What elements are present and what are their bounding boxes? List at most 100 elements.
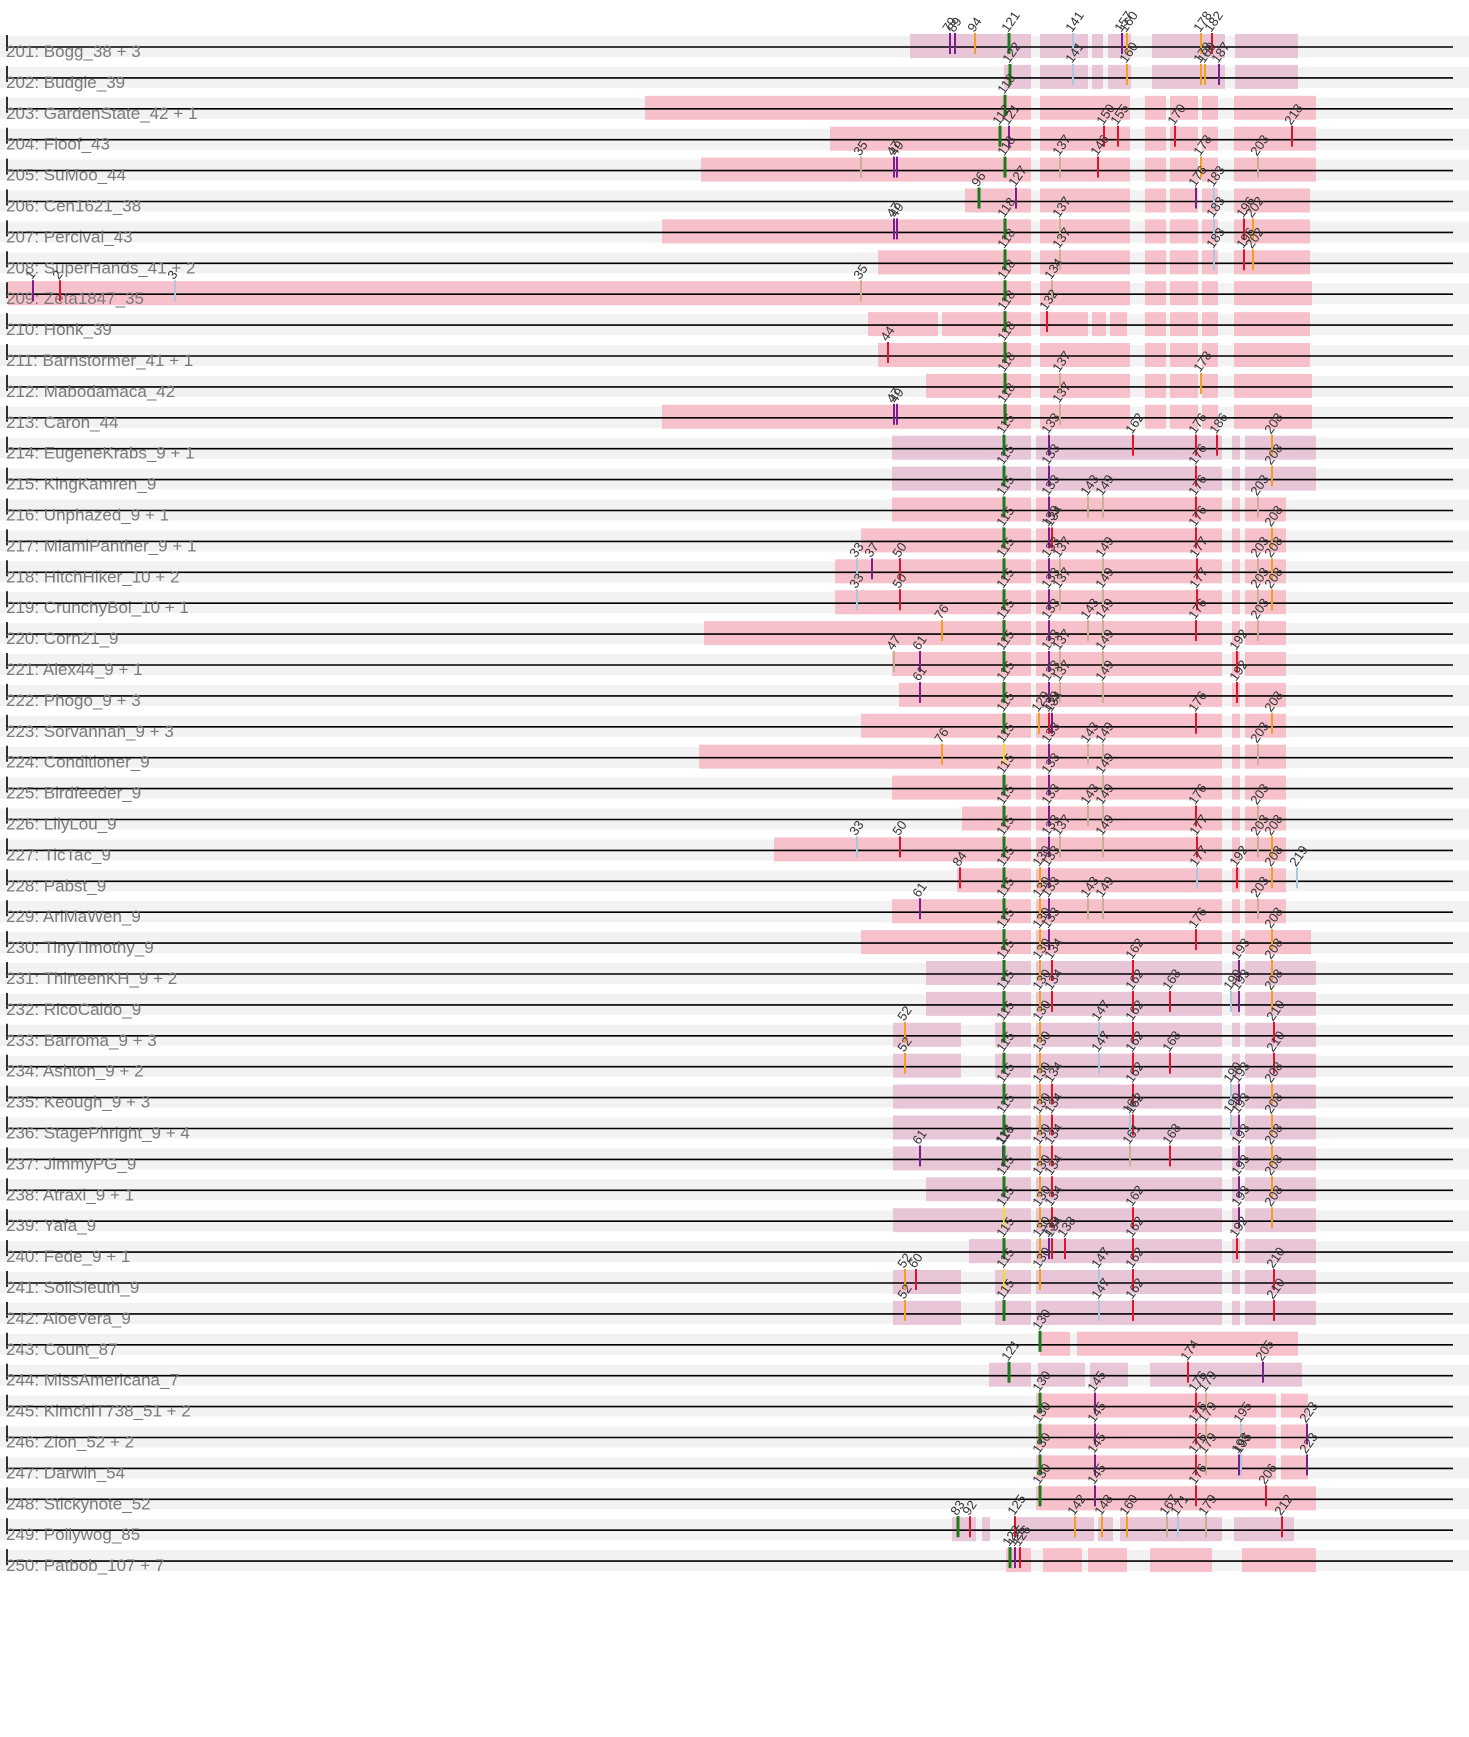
row-label: 247: Darwin_54 (6, 1463, 125, 1482)
track-segment (893, 1208, 1031, 1233)
variant-label: 47 (883, 385, 904, 405)
track-segment (962, 806, 1031, 831)
track-segment (1098, 1517, 1113, 1542)
track-segment (1170, 250, 1198, 275)
track-segment (1036, 1270, 1222, 1294)
row-label: 203: GardenState_42 + 1 (6, 104, 197, 123)
track-segment (1232, 621, 1240, 646)
track-segment (704, 621, 1031, 646)
track-segment (1150, 1548, 1212, 1573)
row-label: 202: Budgie_39 (6, 73, 125, 92)
track-segment (1145, 373, 1166, 398)
track-segment (1145, 250, 1166, 275)
track-segment (1232, 899, 1240, 924)
track-segment (1232, 930, 1240, 955)
track-segment (893, 1115, 1031, 1140)
track-segment (1036, 559, 1222, 584)
track-segment (1040, 404, 1130, 429)
track-segment (1232, 1053, 1240, 1078)
row-label: 210: Honk_39 (6, 320, 112, 339)
track-segment (1036, 775, 1222, 800)
row-label: 234: Ashton_9 + 2 (6, 1062, 144, 1081)
track-segment (995, 1300, 1031, 1325)
track-segment (699, 744, 1031, 769)
track-segment (1152, 64, 1225, 89)
track-segment (1245, 1053, 1316, 1078)
track-segment (1040, 343, 1130, 367)
row-label: 232: RicoCaido_9 (6, 1000, 141, 1019)
track-segment (1234, 219, 1310, 244)
variant-label: 94 (964, 14, 985, 34)
row-label: 244: MissAmericana_7 (6, 1371, 179, 1390)
variant-label: 44 (877, 323, 898, 343)
track-segment (893, 1146, 1031, 1171)
track-segment (1232, 559, 1240, 584)
track-segment (1092, 312, 1106, 337)
row-label: 213: Caron_44 (6, 413, 118, 432)
row-label: 204: Floof_43 (6, 135, 110, 154)
track-segment (1036, 1455, 1276, 1480)
track-segment (965, 188, 1031, 213)
variant-label: 61 (909, 1127, 930, 1147)
variant-label: 52 (894, 1034, 915, 1054)
row-label: 231: ThirteenKH_9 + 2 (6, 969, 177, 988)
track-segment (1038, 1362, 1085, 1387)
track-segment (662, 404, 1031, 429)
row-label: 227: TicTac_9 (6, 845, 111, 864)
track-segment (1245, 1115, 1316, 1140)
track-segment (1232, 1022, 1240, 1047)
track-segment (1040, 95, 1130, 120)
row-label: 206: Cen1621_38 (6, 197, 141, 216)
track-segment (892, 652, 1031, 676)
variant-label: 84 (949, 849, 970, 869)
variant-label: 49 (886, 200, 907, 220)
track-segment (1232, 466, 1240, 491)
track-segment (995, 1022, 1031, 1047)
track-segment (868, 312, 938, 337)
track-segment (1234, 312, 1310, 337)
row-label: 250: Patbob_107 + 7 (6, 1556, 164, 1575)
track-segment (662, 219, 1031, 244)
track-segment (1245, 806, 1286, 831)
track-segment (926, 961, 1031, 985)
track-segment (1036, 590, 1222, 615)
track-segment (892, 497, 1031, 522)
track-segment (1092, 64, 1103, 89)
row-label: 218: HitchHiker_10 + 2 (6, 567, 179, 586)
track-segment (1232, 744, 1240, 769)
track-segment (1245, 1300, 1316, 1325)
track-segment (1036, 961, 1222, 985)
track-segment (1245, 1022, 1316, 1047)
track-segment (830, 126, 1031, 151)
row-label: 212: Mabodamaca_42 (6, 382, 175, 401)
row-label: 241: SoilSleuth_9 (6, 1278, 139, 1297)
row-label: 236: StagePhright_9 + 4 (6, 1124, 190, 1143)
row-label: 207: Percival_43 (6, 227, 133, 246)
track-segment (1234, 373, 1312, 398)
track-segment (1036, 466, 1222, 491)
track-segment (1036, 868, 1222, 893)
track-segment (1235, 64, 1298, 89)
track-segment (926, 1177, 1031, 1202)
variant-label: 33 (846, 818, 867, 838)
variant-label: 52 (894, 1250, 915, 1270)
track-segment (892, 899, 1031, 924)
track-segment (1202, 250, 1218, 275)
track-segment (1202, 95, 1218, 120)
track-segment (1232, 435, 1240, 460)
track-segment (1036, 528, 1222, 553)
row-label: 216: Unphazed_9 + 1 (6, 506, 169, 525)
row-label: 239: Yafa_9 (6, 1216, 96, 1235)
track-segment (892, 466, 1031, 491)
track-segment (1281, 1424, 1308, 1449)
track-segment (1245, 899, 1286, 924)
track-segment (1232, 1084, 1240, 1109)
variant-label: 47 (883, 138, 904, 158)
track-segment (1036, 652, 1222, 676)
track-segment (1232, 1177, 1240, 1202)
track-segment (1036, 682, 1222, 707)
track-segment (1150, 1362, 1302, 1387)
track-segment (1232, 1146, 1240, 1171)
track-segment (1202, 404, 1218, 429)
track-segment (1088, 1548, 1127, 1573)
